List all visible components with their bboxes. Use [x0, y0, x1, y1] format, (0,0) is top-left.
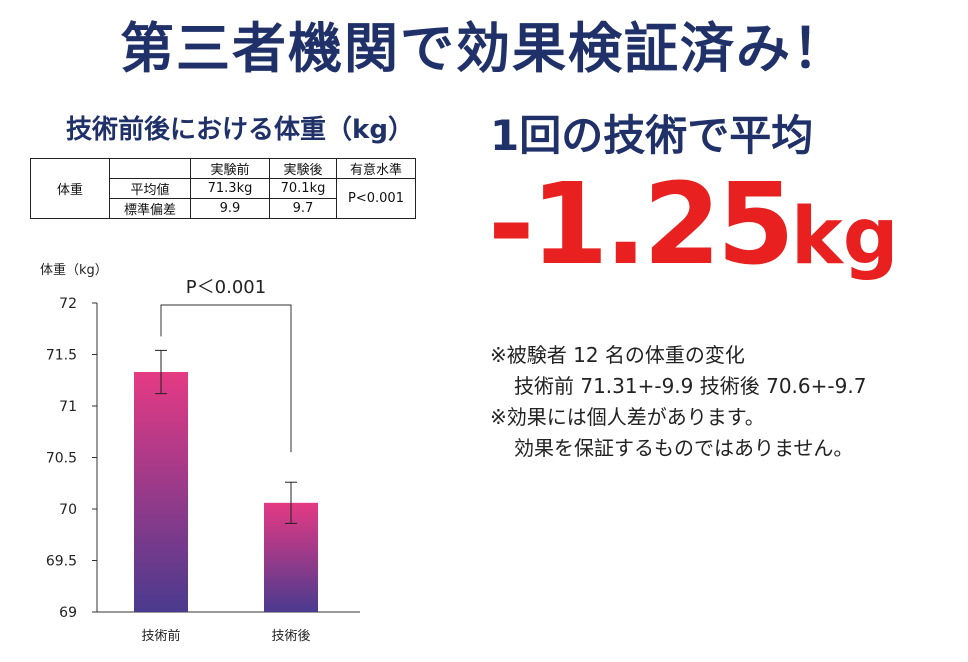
- x-tick-label: 技術前: [141, 628, 180, 644]
- sd-after: 9.7: [269, 198, 337, 219]
- significance-value: P<0.001: [336, 178, 416, 219]
- weight-change-unit: kg: [790, 192, 899, 282]
- average-label: 1回の技術で平均: [490, 111, 814, 160]
- y-tick-label: 72: [59, 296, 77, 312]
- sd-before: 9.9: [190, 198, 270, 219]
- weight-change-value: -1.25kg: [488, 165, 899, 297]
- weight-change-number: -1.25: [488, 160, 795, 290]
- empty-header-cell: [109, 158, 191, 179]
- sd-label: 標準偏差: [109, 198, 191, 219]
- y-tick-label: 70: [59, 502, 77, 518]
- mean-label: 平均値: [109, 178, 191, 199]
- bar: [134, 372, 188, 612]
- y-tick-label: 70.5: [46, 451, 77, 467]
- y-tick-label: 69.5: [46, 554, 77, 570]
- stats-table: 体重 実験前 実験後 有意水準 平均値 71.3kg 70.1kg P<0.00…: [30, 158, 416, 219]
- y-tick-label: 69: [59, 605, 77, 621]
- significance-label: P＜0.001: [186, 277, 266, 298]
- note-values: 技術前 71.31+-9.9 技術後 70.6+-9.7: [514, 374, 867, 398]
- y-tick-label: 71: [59, 399, 77, 415]
- note-subjects: ※被験者 12 名の体重の変化: [490, 343, 745, 367]
- significance-bracket: [160, 304, 292, 453]
- mean-before: 71.3kg: [190, 178, 270, 199]
- header-after: 実験後: [269, 158, 337, 179]
- y-tick-label: 71.5: [46, 348, 77, 364]
- header-before: 実験前: [190, 158, 270, 179]
- mean-after: 70.1kg: [269, 178, 337, 199]
- notes: ※被験者 12 名の体重の変化 技術前 71.31+-9.9 技術後 70.6+…: [490, 340, 866, 464]
- note-no-guarantee: 効果を保証するものではありません。: [514, 436, 854, 460]
- x-tick-label: 技術後: [271, 629, 310, 644]
- y-axis-label: 体重（kg）: [40, 262, 108, 278]
- headline: 第三者機関で効果検証済み！: [120, 17, 848, 80]
- row-label: 体重: [30, 158, 110, 219]
- weight-bar-chart: 体重（kg） 69 69.5 70 70.5 71 71.5 72 技術前 技術後 P＜0.001: [40, 262, 360, 644]
- note-individual-difference: ※効果には個人差があります。: [490, 405, 765, 429]
- header-significance: 有意水準: [336, 158, 416, 179]
- table-title: 技術前後における体重（kg）: [66, 115, 414, 145]
